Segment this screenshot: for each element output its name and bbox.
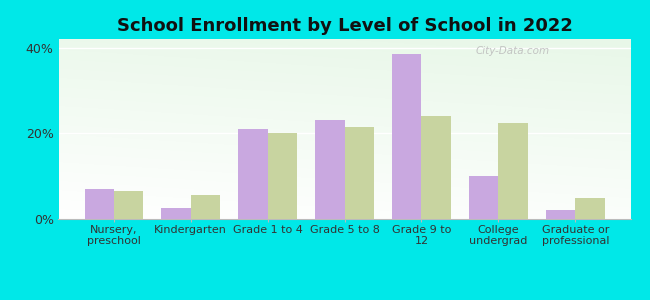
Bar [268, 133, 297, 219]
Bar [344, 127, 374, 219]
Bar [499, 123, 528, 219]
Bar [315, 120, 344, 219]
Bar [161, 208, 190, 219]
Title: School Enrollment by Level of School in 2022: School Enrollment by Level of School in … [116, 17, 573, 35]
Bar [546, 210, 575, 219]
Bar [84, 189, 114, 219]
Bar [421, 116, 450, 219]
Text: City-Data.com: City-Data.com [476, 46, 550, 56]
Bar [469, 176, 499, 219]
Bar [190, 195, 220, 219]
Bar [392, 54, 421, 219]
Bar [239, 129, 268, 219]
Bar [114, 191, 143, 219]
Bar [575, 198, 604, 219]
